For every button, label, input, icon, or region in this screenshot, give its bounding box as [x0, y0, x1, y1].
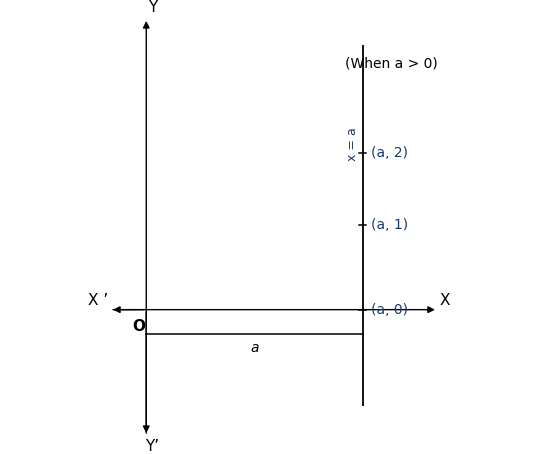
Text: a: a [250, 341, 259, 355]
Text: Y’: Y’ [145, 439, 159, 454]
Text: (When a > 0): (When a > 0) [345, 56, 438, 70]
Text: (a, 0): (a, 0) [371, 303, 408, 316]
Text: O: O [132, 319, 145, 334]
Text: (a, 2): (a, 2) [371, 146, 408, 160]
Text: (a, 1): (a, 1) [371, 218, 408, 232]
Text: Y: Y [147, 0, 157, 15]
Text: X ’: X ’ [88, 293, 109, 308]
Text: x = a: x = a [346, 128, 358, 161]
Text: X: X [439, 293, 450, 308]
